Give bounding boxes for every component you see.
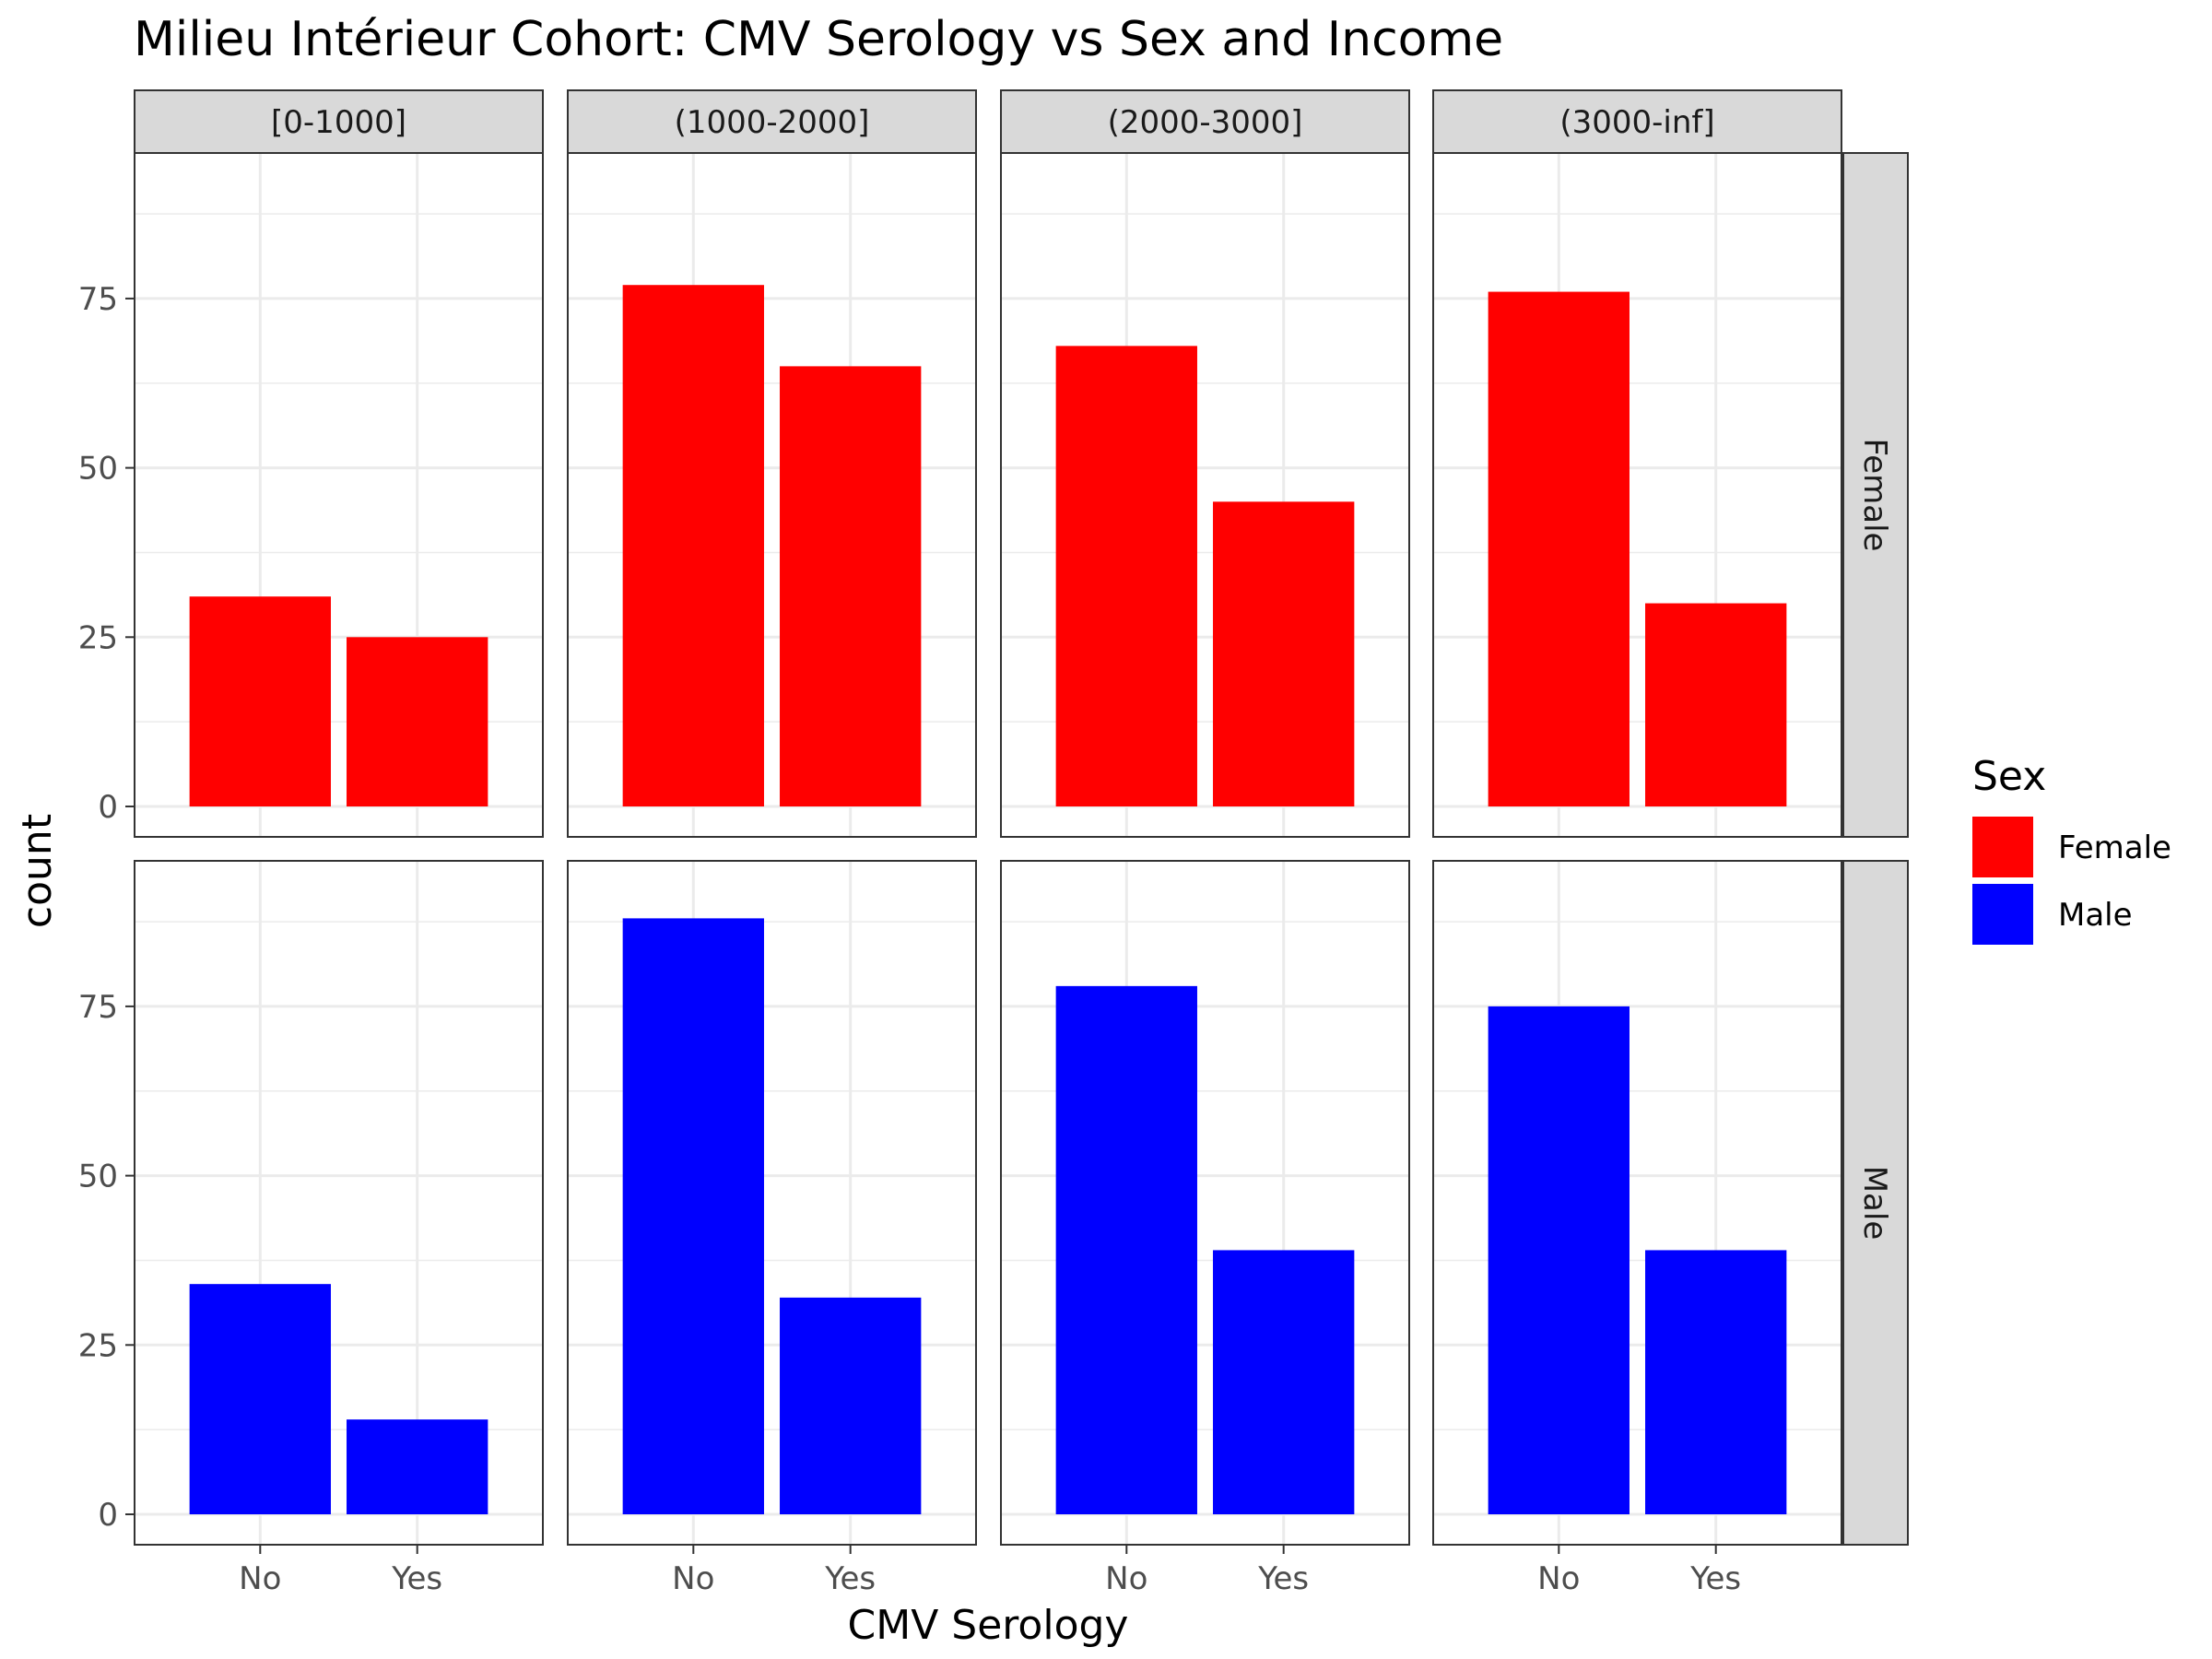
facet-strip-label: Male (1856, 1166, 1893, 1241)
y-tick-label: 25 (78, 619, 118, 656)
y-tick-label: 0 (98, 1497, 118, 1534)
bar-male-1000-2000-yes (780, 1297, 922, 1514)
legend: Sex Female Male (1972, 753, 2171, 945)
y-tick-label: 50 (78, 451, 118, 488)
panel-male-3000-inf (1432, 860, 1842, 1546)
panel-border (1432, 860, 1842, 1546)
y-tick-label: 25 (78, 1327, 118, 1364)
bar-female-2000-3000-yes (1213, 501, 1355, 806)
panel-female-0-1000 (134, 152, 544, 838)
facet-strip-3000-inf (1432, 89, 1842, 154)
legend-title: Sex (1972, 753, 2046, 800)
facet-strip-label: Female (1856, 439, 1893, 552)
facet-panels: [0-1000] (1000-2000] (2000-3000] (3000-inf]… (78, 89, 1909, 1597)
panel-border (134, 860, 544, 1546)
x-tick-label: No (672, 1560, 714, 1597)
panel-border (567, 152, 977, 838)
bar-female-0-1000-yes (347, 637, 488, 806)
bar-male-2000-3000-yes (1213, 1250, 1355, 1514)
y-tick-label: 75 (78, 989, 118, 1026)
bar-female-0-1000-no (189, 596, 331, 806)
x-tick-label: Yes (1257, 1560, 1309, 1597)
x-tick-label: Yes (824, 1560, 876, 1597)
facet-strip-label: (3000-inf] (1559, 104, 1714, 141)
bar-female-2000-3000-no (1055, 346, 1197, 806)
bar-male-3000-inf-yes (1645, 1250, 1787, 1514)
legend-label-female: Female (2058, 830, 2171, 866)
legend-label-male: Male (2058, 897, 2133, 934)
panel-male-1000-2000 (567, 860, 977, 1546)
bar-male-0-1000-yes (347, 1419, 488, 1514)
y-axis-title: count (14, 814, 61, 928)
y-tick-label: 0 (98, 789, 118, 826)
bar-female-3000-inf-yes (1645, 603, 1787, 806)
panel-border (134, 152, 544, 838)
facet-strip-label: [0-1000] (271, 104, 406, 141)
x-tick-label: Yes (1689, 1560, 1741, 1597)
bar-male-2000-3000-no (1055, 985, 1197, 1514)
bar-male-0-1000-no (189, 1284, 331, 1514)
y-tick-label: 75 (78, 281, 118, 318)
y-tick-label: 50 (78, 1159, 118, 1195)
facet-strip-male (1842, 860, 1909, 1546)
bar-male-3000-inf-no (1488, 1006, 1630, 1514)
facet-strip-female (1842, 152, 1909, 838)
x-tick-label: Yes (391, 1560, 442, 1597)
panel-border (1432, 152, 1842, 838)
bar-male-1000-2000-no (622, 918, 764, 1514)
panel-female-2000-3000 (1000, 152, 1410, 838)
panel-border (1000, 152, 1410, 838)
chart-title: Milieu Intérieur Cohort: CMV Serology vs… (134, 12, 1503, 67)
facet-strip-label: (1000-2000] (675, 104, 870, 141)
facet-strip-0-1000 (134, 89, 544, 154)
panel-border (567, 860, 977, 1546)
x-tick-label: No (1105, 1560, 1147, 1597)
facet-strip-2000-3000 (1000, 89, 1410, 154)
bar-female-1000-2000-yes (780, 366, 922, 806)
facet-strip-1000-2000 (567, 89, 977, 154)
panel-female-1000-2000 (567, 152, 977, 838)
panel-border (1000, 860, 1410, 1546)
x-tick-label: No (239, 1560, 281, 1597)
bar-female-3000-inf-no (1488, 291, 1630, 807)
panel-male-2000-3000 (1000, 860, 1410, 1546)
x-tick-label: No (1537, 1560, 1580, 1597)
facet-strip-label: (2000-3000] (1108, 104, 1303, 141)
bar-female-1000-2000-no (622, 285, 764, 806)
x-axis-title: CMV Serology (848, 1602, 1129, 1649)
legend-key-male (1972, 884, 2033, 945)
legend-key-female (1972, 817, 2033, 877)
panel-male-0-1000 (134, 860, 544, 1546)
panel-female-3000-inf (1432, 152, 1842, 838)
